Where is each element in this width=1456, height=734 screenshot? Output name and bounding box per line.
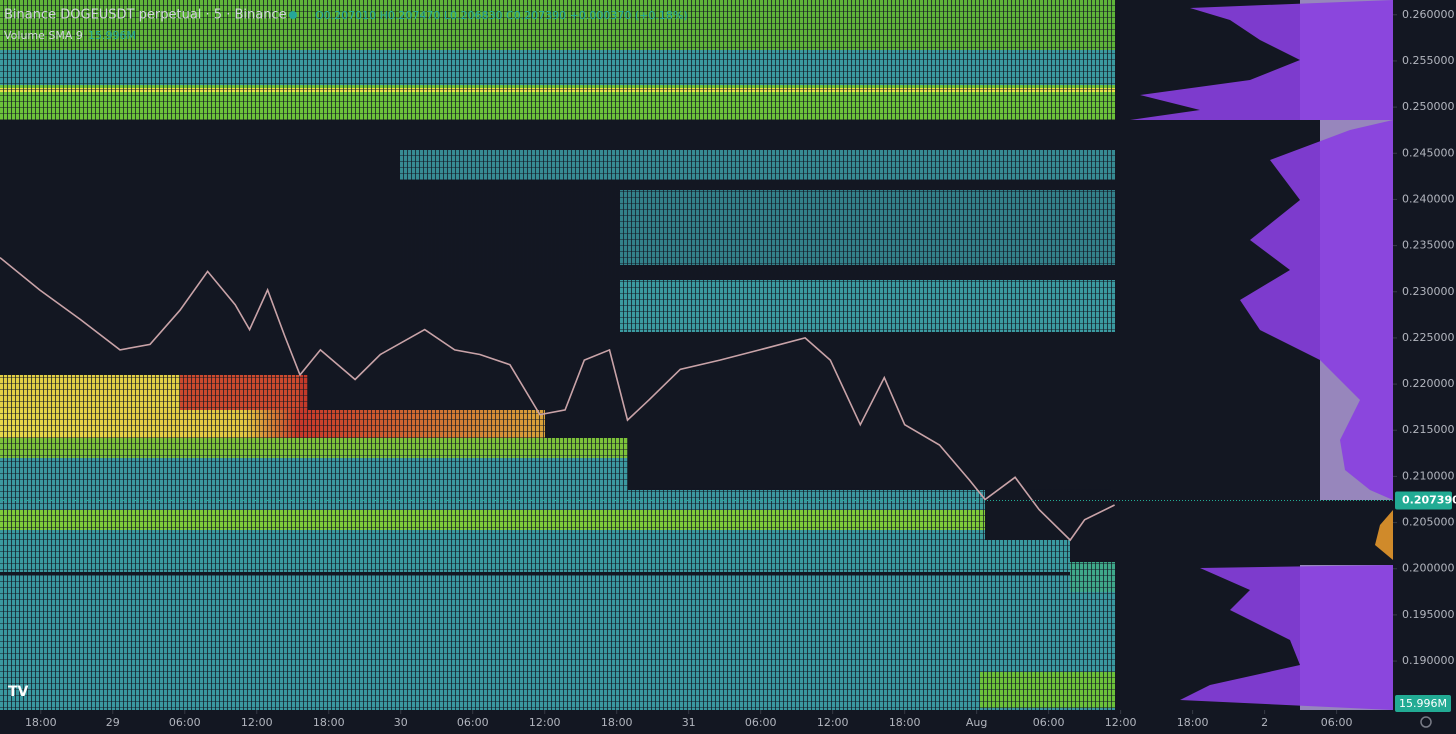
y-tick-label: 0.205000 bbox=[1402, 516, 1455, 529]
volume-label: Volume SMA 9 bbox=[4, 29, 83, 42]
price-line bbox=[0, 256, 1115, 542]
x-tick-label: 06:00 bbox=[745, 716, 777, 729]
time-axis bbox=[0, 710, 1456, 734]
y-tick-label: 0.190000 bbox=[1402, 654, 1455, 667]
price-axis bbox=[1393, 0, 1456, 734]
x-tick-label: 29 bbox=[106, 716, 120, 729]
y-tick-label: 0.255000 bbox=[1402, 54, 1455, 67]
x-tick-label: 18:00 bbox=[889, 716, 921, 729]
y-tick-label: 0.235000 bbox=[1402, 239, 1455, 252]
x-tick-label: Aug bbox=[966, 716, 987, 729]
y-tick-label: 0.260000 bbox=[1402, 8, 1455, 21]
x-tick-label: 12:00 bbox=[241, 716, 273, 729]
y-tick-label: 0.220000 bbox=[1402, 377, 1455, 390]
last-price-badge bbox=[1395, 491, 1452, 510]
x-tick-label: 12:00 bbox=[529, 716, 561, 729]
logo: TV bbox=[8, 684, 29, 700]
y-tick-label: 0.230000 bbox=[1402, 285, 1455, 298]
x-tick-label: 12:00 bbox=[817, 716, 849, 729]
volume-badge bbox=[1395, 695, 1451, 712]
settings-icon[interactable] bbox=[1420, 716, 1432, 728]
ohlc: O0.207010 H0.207470 L0.206830 C0.207390 … bbox=[315, 9, 688, 22]
x-tick-label: 2 bbox=[1261, 716, 1268, 729]
x-tick-label: 06:00 bbox=[1321, 716, 1353, 729]
x-tick-label: 06:00 bbox=[457, 716, 489, 729]
last-price-label: 0.207390 bbox=[1402, 494, 1456, 507]
y-tick-label: 0.240000 bbox=[1402, 192, 1455, 205]
y-tick-label: 0.200000 bbox=[1402, 562, 1455, 575]
x-tick-label: 18:00 bbox=[1177, 716, 1209, 729]
y-tick-label: 0.250000 bbox=[1402, 100, 1455, 113]
x-tick-label: 31 bbox=[682, 716, 696, 729]
x-tick-label: 18:00 bbox=[601, 716, 633, 729]
x-tick-label: 12:00 bbox=[1105, 716, 1137, 729]
x-tick-label: 30 bbox=[394, 716, 408, 729]
y-tick-label: 0.225000 bbox=[1402, 331, 1455, 344]
y-tick-label: 0.195000 bbox=[1402, 608, 1455, 621]
x-tick-label: 06:00 bbox=[169, 716, 201, 729]
x-tick-label: 06:00 bbox=[1033, 716, 1065, 729]
status-dot bbox=[289, 11, 297, 19]
y-tick-label: 0.215000 bbox=[1402, 423, 1455, 436]
chart-title: Binance DOGEUSDT perpetual · 5 · Binance bbox=[4, 8, 287, 23]
y-tick-label: 0.210000 bbox=[1402, 469, 1455, 482]
y-tick-label: 0.245000 bbox=[1402, 146, 1455, 159]
volume-value: 15.996M bbox=[88, 29, 136, 42]
x-tick-label: 18:00 bbox=[313, 716, 345, 729]
x-tick-label: 18:00 bbox=[25, 716, 57, 729]
volume-profile bbox=[1130, 0, 1393, 710]
volume-badge-text: 15.996M bbox=[1399, 697, 1447, 710]
heatmap bbox=[0, 0, 1115, 710]
